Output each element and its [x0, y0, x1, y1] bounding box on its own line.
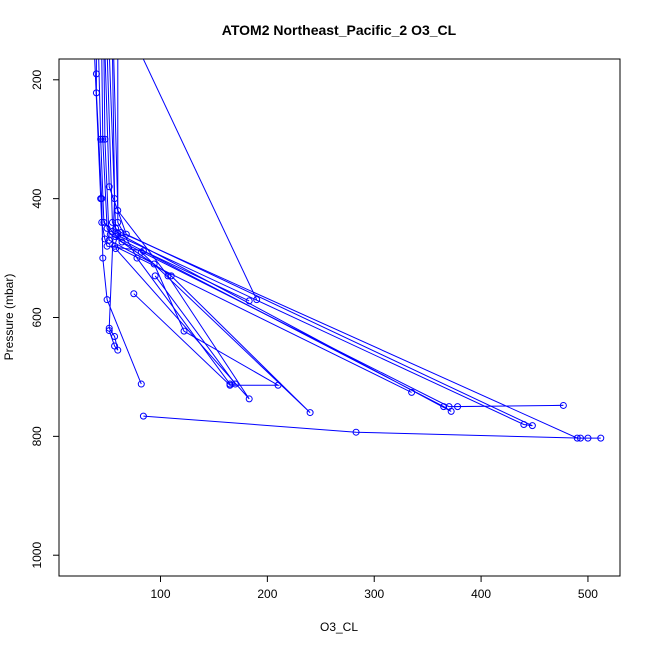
- series-line-1: [95, 59, 142, 385]
- data-point-10-1: [114, 218, 122, 226]
- x-tick-label-0: 100: [150, 587, 170, 601]
- y-tick-label-1: 400: [30, 188, 44, 208]
- data-point-7-4: [597, 434, 605, 442]
- series-line-7: [109, 59, 601, 439]
- data-point-8-6: [105, 327, 113, 335]
- series-line-11: [142, 59, 258, 300]
- data-point-10-2: [133, 254, 141, 262]
- y-tick-label-3: 800: [30, 426, 44, 446]
- data-point-1-4: [99, 254, 107, 262]
- data-point-8-3: [111, 333, 119, 341]
- data-point-9-2: [164, 272, 172, 280]
- y-axis-label: Pressure (mbar): [2, 274, 16, 361]
- data-point-12-1: [352, 428, 360, 436]
- y-tick-label-0: 200: [30, 69, 44, 89]
- x-tick-label-1: 200: [257, 587, 277, 601]
- data-point-4-5: [274, 381, 282, 389]
- data-point-4-7: [130, 290, 138, 298]
- data-point-4-2: [105, 236, 113, 244]
- data-point-2-6: [559, 401, 567, 409]
- series-line-5: [104, 59, 533, 427]
- series-line-3: [101, 59, 311, 413]
- data-point-6-4: [440, 403, 448, 411]
- data-point-8-2: [105, 324, 113, 332]
- x-tick-label-2: 300: [364, 587, 384, 601]
- data-point-10-3: [226, 380, 234, 388]
- data-point-3-6: [137, 248, 145, 256]
- data-point-1-3: [98, 195, 106, 203]
- data-point-1-6: [137, 380, 145, 388]
- y-tick-label-2: 600: [30, 307, 44, 327]
- data-point-11-1: [253, 296, 261, 304]
- data-point-7-2: [117, 229, 125, 237]
- data-point-5-4: [520, 420, 528, 428]
- data-point-5-3: [528, 422, 536, 430]
- data-point-3-1: [99, 135, 107, 143]
- plot-frame: [58, 58, 621, 577]
- y-axis: 200 400 600 800 1000: [30, 69, 59, 569]
- data-point-7-1: [112, 224, 120, 232]
- data-point-6-3: [447, 407, 455, 415]
- data-point-3-5: [306, 409, 314, 417]
- data-point-9-3: [245, 395, 253, 403]
- series-layer: [92, 59, 605, 442]
- data-point-2-1: [97, 135, 105, 143]
- data-point-12-0: [139, 412, 147, 420]
- data-point-4-4: [180, 327, 188, 335]
- series-line-6: [106, 59, 452, 412]
- chart-title: ATOM2 Northeast_Pacific_2 O3_CL: [222, 22, 457, 38]
- data-point-8-5: [111, 342, 119, 350]
- data-point-12-2: [576, 434, 584, 442]
- x-tick-label-3: 400: [471, 587, 491, 601]
- series-line-12: [143, 415, 581, 439]
- series-line-8: [108, 59, 119, 351]
- series-line-9: [113, 59, 250, 400]
- y-tick-label-4: 1000: [30, 542, 44, 569]
- x-axis: 100 200 300 400 500: [150, 576, 598, 601]
- data-point-10-5: [151, 272, 159, 280]
- data-point-0-4: [103, 242, 111, 250]
- x-axis-label: O3_CL: [320, 620, 358, 634]
- x-tick-label-4: 500: [578, 587, 598, 601]
- data-point-3-2: [103, 224, 111, 232]
- data-point-7-5: [584, 434, 592, 442]
- series-line-10: [117, 59, 237, 385]
- data-point-10-4: [231, 380, 239, 388]
- data-point-2-7: [454, 403, 462, 411]
- data-point-9-4: [112, 245, 120, 253]
- data-point-5-1: [105, 183, 113, 191]
- series-line-4: [103, 59, 280, 386]
